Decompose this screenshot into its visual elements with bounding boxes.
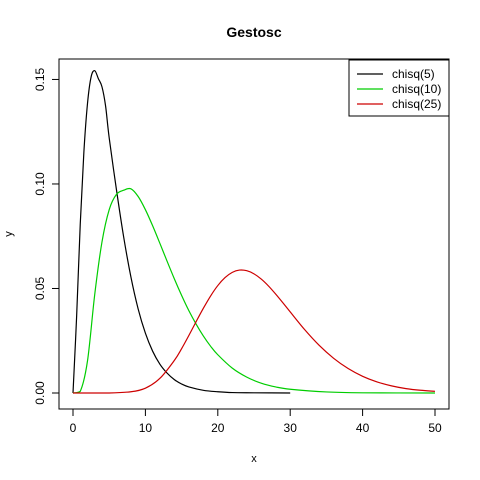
y-axis-label: y [3, 231, 15, 237]
y-axis: 0.00 0.05 0.10 0.15 [33, 67, 60, 405]
series-layer [72, 70, 436, 394]
legend-box [348, 59, 450, 117]
x-tick-label: 10 [139, 421, 153, 435]
legend-label: chisq(5) [392, 67, 435, 81]
legend-entry: chisq(5) [357, 67, 435, 81]
x-axis: 0 10 20 30 40 50 [70, 408, 442, 435]
y-tick-label: 0.15 [33, 67, 47, 91]
legend: chisq(5)chisq(10)chisq(25) [348, 59, 450, 117]
y-tick-label: 0.00 [33, 381, 47, 405]
x-tick-label: 40 [356, 421, 370, 435]
legend-entry: chisq(10) [357, 82, 441, 96]
x-tick-label: 0 [70, 421, 77, 435]
legend-label: chisq(25) [392, 97, 441, 111]
series-line-1 [72, 70, 291, 394]
chart-title: Gestosc [226, 24, 281, 40]
x-tick-label: 50 [428, 421, 442, 435]
y-tick-label: 0.10 [33, 172, 47, 196]
legend-label: chisq(10) [392, 82, 441, 96]
legend-entry: chisq(25) [357, 97, 441, 111]
series-line-3 [73, 269, 436, 394]
x-tick-label: 30 [284, 421, 298, 435]
x-axis-label: x [251, 453, 257, 465]
y-tick-label: 0.05 [33, 276, 47, 300]
x-tick-label: 20 [211, 421, 225, 435]
series-line-2 [72, 187, 436, 394]
